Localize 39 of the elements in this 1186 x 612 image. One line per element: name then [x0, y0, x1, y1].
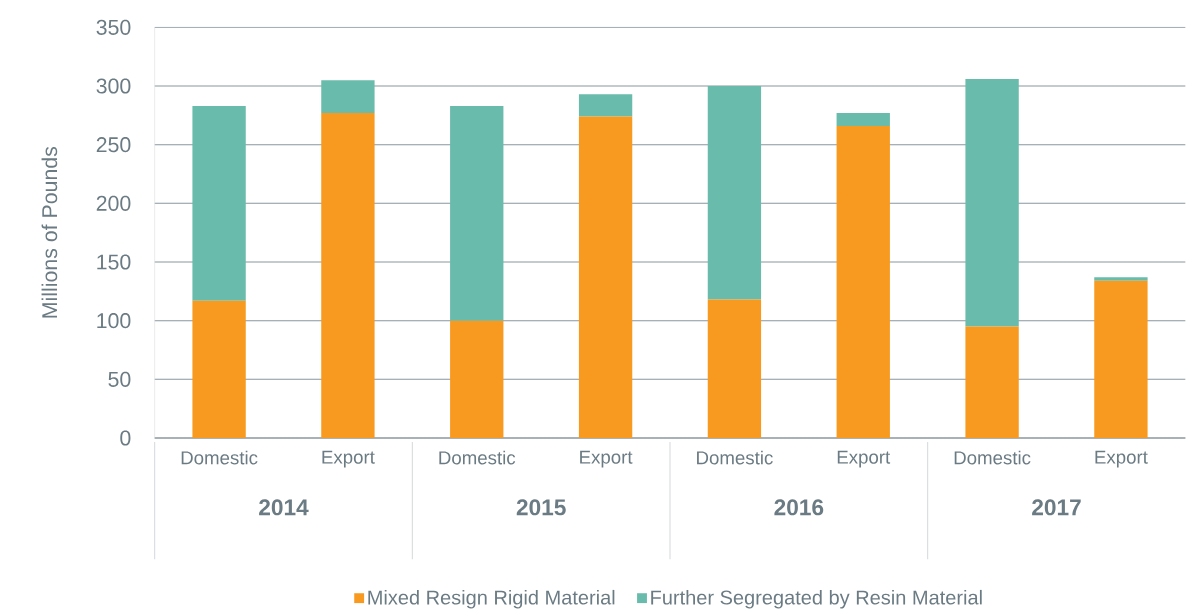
legend-label: Mixed Resign Rigid Material: [368, 590, 615, 609]
y-axis-title: Millions of Pounds: [41, 147, 58, 318]
bar: [192, 300, 246, 439]
bar: [707, 86, 762, 300]
bar: [578, 116, 633, 439]
bar: [450, 320, 504, 439]
bar: [836, 126, 890, 439]
bar: [321, 80, 375, 114]
bar: [321, 113, 375, 439]
bar: [965, 79, 1019, 327]
text: 2016: [774, 499, 824, 516]
y-tick-label: 0: [120, 430, 131, 446]
text: 2015: [516, 499, 566, 516]
bar: [1094, 280, 1148, 439]
y-tick-label: 100: [97, 313, 131, 329]
bar: [578, 94, 633, 117]
y-tick-label: 250: [96, 137, 131, 153]
legend-label: Further Segregated by Resin Material: [651, 590, 982, 609]
x-tick-label: Export: [322, 450, 375, 468]
x-tick-label: Domestic: [697, 450, 773, 465]
x-tick-label: Export: [1095, 450, 1148, 468]
y-tick-label: 50: [108, 371, 131, 388]
text: 2014: [259, 499, 309, 516]
bar: [1094, 277, 1148, 281]
x-tick-label: Domestic: [954, 450, 1031, 465]
x-tick-label: Domestic: [439, 450, 516, 465]
y-tick-label: 350: [96, 19, 131, 36]
x-tick-label: Domestic: [181, 450, 258, 465]
y-tick-label: 150: [97, 254, 131, 270]
x-tick-label: Export: [837, 450, 891, 468]
bar: [192, 106, 246, 301]
bar: [836, 113, 890, 127]
y-tick-label: 300: [96, 78, 131, 94]
y-tick-label: 200: [96, 195, 131, 212]
x-tick-label: Export: [580, 450, 633, 468]
text: 2017: [1032, 499, 1081, 516]
bar: [707, 299, 762, 439]
bar: [965, 326, 1019, 439]
bar: [450, 106, 504, 321]
